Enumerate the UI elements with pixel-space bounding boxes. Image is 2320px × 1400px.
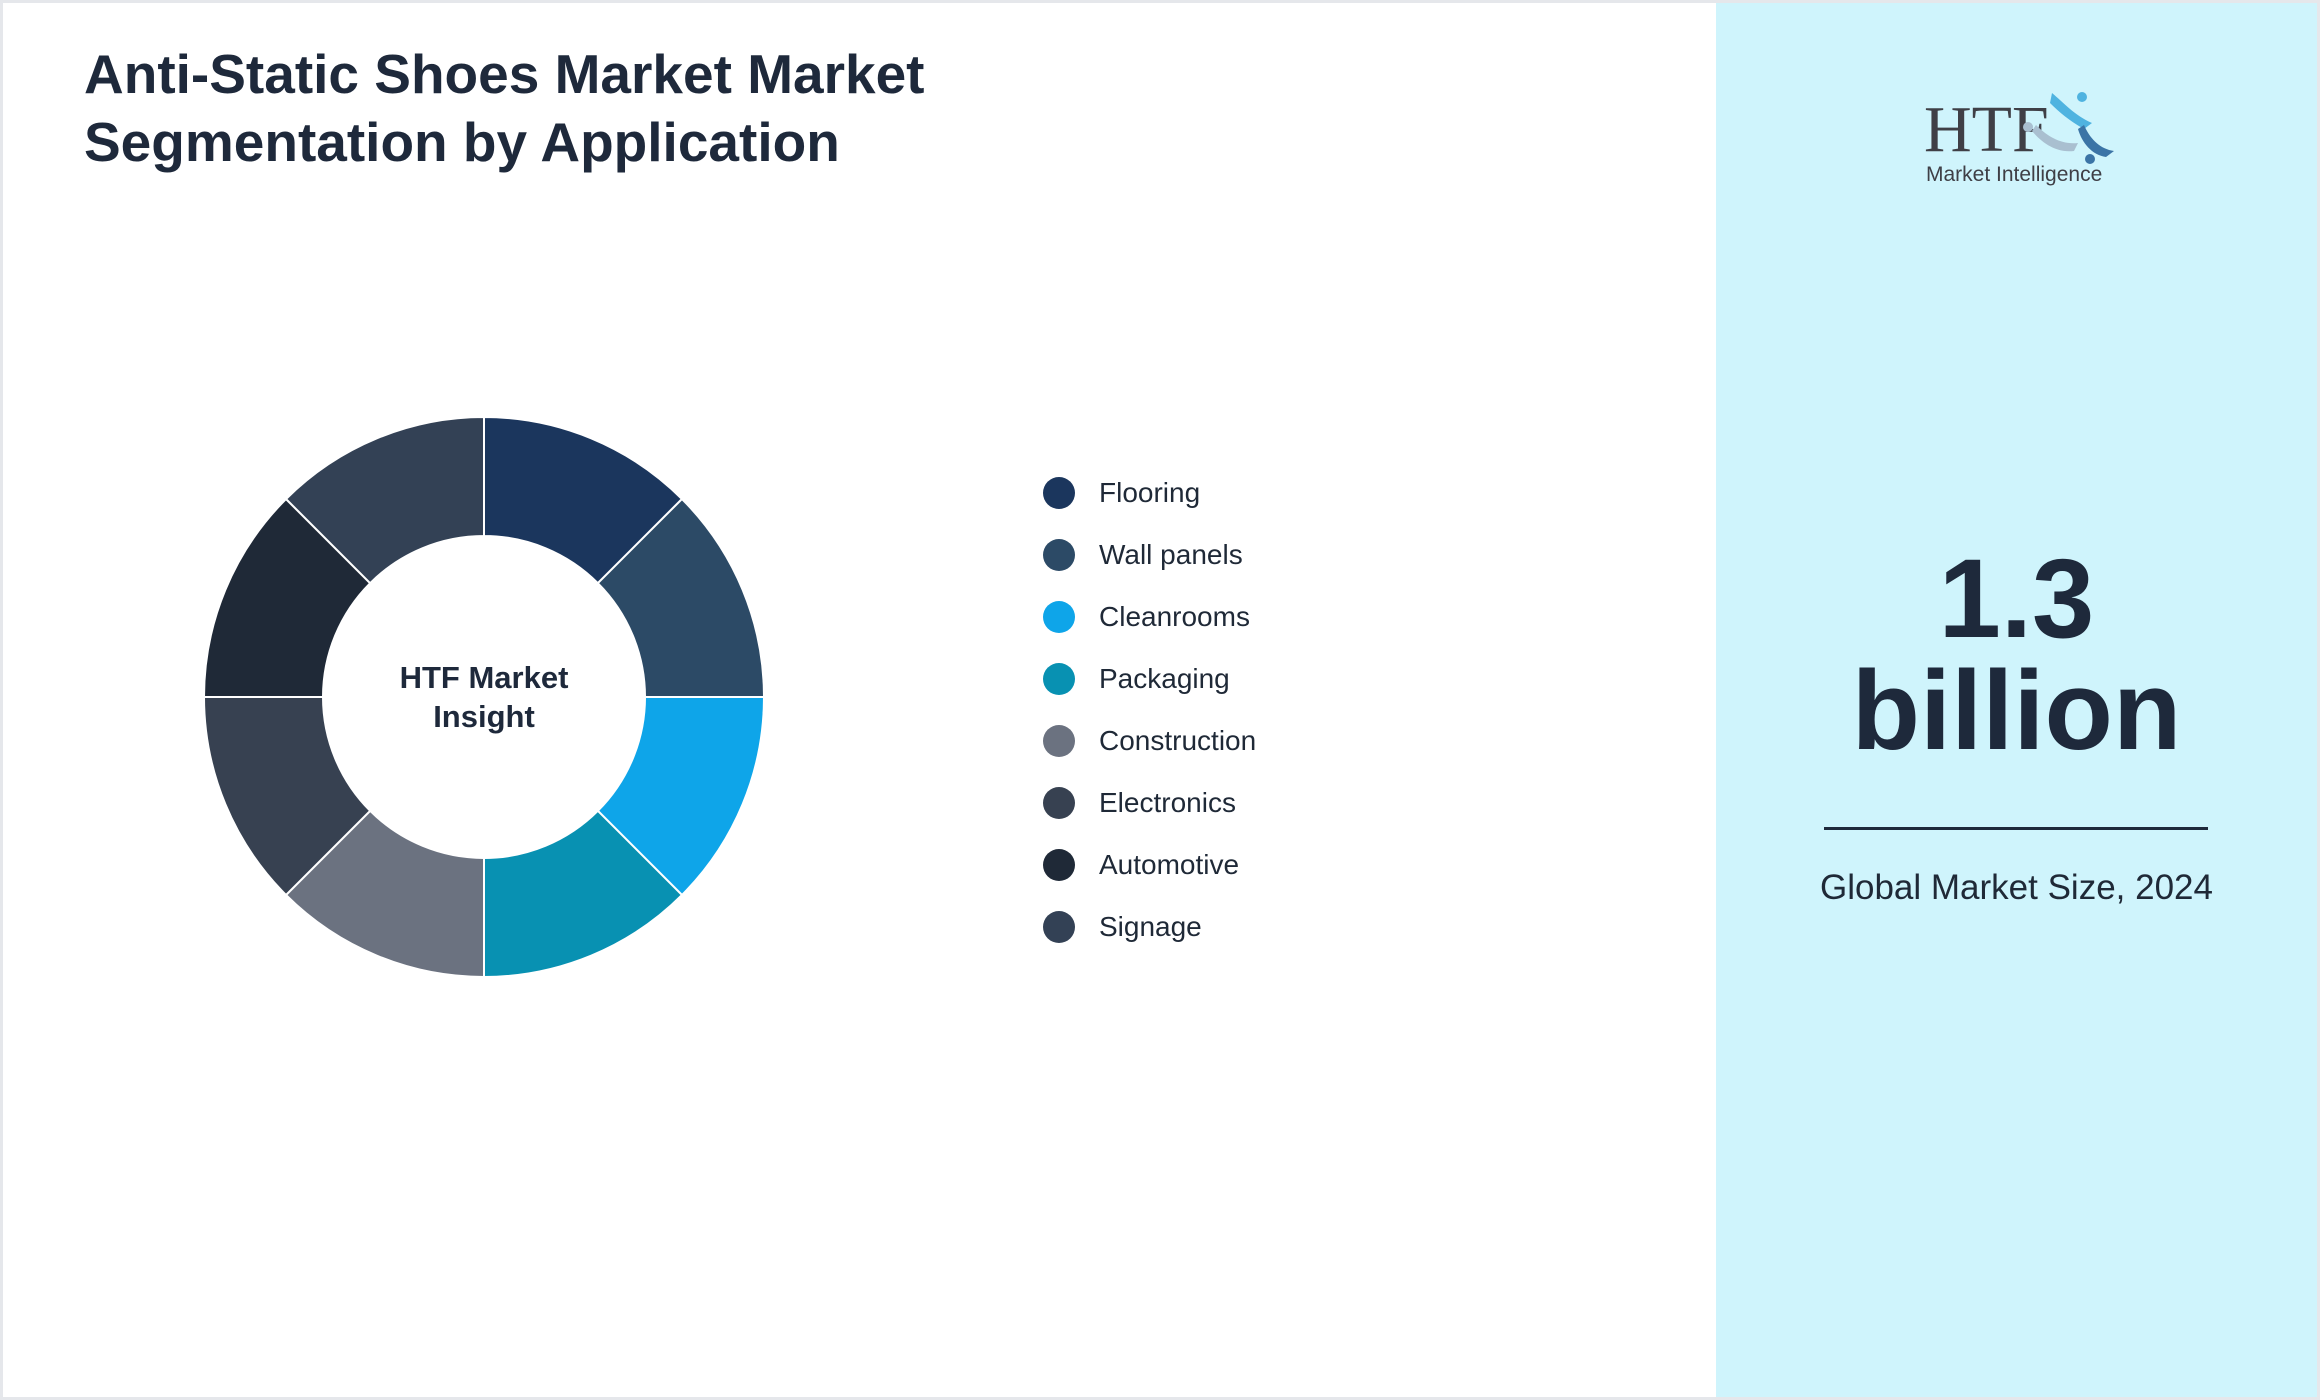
center-label-line1: HTF Market bbox=[400, 660, 569, 695]
legend-label: Construction bbox=[1099, 725, 1257, 756]
legend-label: Cleanrooms bbox=[1099, 601, 1250, 632]
legend-swatch bbox=[1043, 911, 1075, 943]
legend-swatch bbox=[1043, 787, 1075, 819]
summary-panel: HTF Market Intelligence 1.3 billion Glob… bbox=[1716, 3, 2317, 1397]
legend-label: Automotive bbox=[1099, 849, 1240, 880]
legend-item: Wall panels bbox=[1043, 524, 1256, 586]
legend-item: Construction bbox=[1043, 710, 1256, 772]
market-size-unit: billion bbox=[1851, 648, 2182, 773]
legend-label: Packaging bbox=[1099, 663, 1230, 694]
market-size-value: 1.3 billion bbox=[1716, 543, 2317, 767]
legend-item: Flooring bbox=[1043, 462, 1256, 524]
donut-chart: HTF Market Insight bbox=[202, 415, 766, 979]
legend-item: Cleanrooms bbox=[1043, 586, 1256, 648]
legend-swatch bbox=[1043, 849, 1075, 881]
market-size-number: 1.3 bbox=[1938, 536, 2095, 661]
htf-logo: HTF Market Intelligence bbox=[1924, 92, 2114, 186]
legend-swatch bbox=[1043, 663, 1075, 695]
slice-signage bbox=[284, 415, 485, 585]
legend-label: Wall panels bbox=[1099, 539, 1243, 570]
legend-swatch bbox=[1043, 601, 1075, 633]
legend-label: Electronics bbox=[1099, 787, 1236, 818]
legend-label: Signage bbox=[1099, 911, 1202, 942]
legend-swatch bbox=[1043, 477, 1075, 509]
legend-swatch bbox=[1043, 725, 1075, 757]
divider bbox=[1824, 827, 2208, 830]
legend-label: Flooring bbox=[1099, 477, 1201, 508]
legend-item: Signage bbox=[1043, 896, 1256, 958]
legend-swatch bbox=[1043, 539, 1075, 571]
center-label-line2: Insight bbox=[433, 699, 535, 734]
legend-item: Packaging bbox=[1043, 648, 1256, 710]
page-title: Anti-Static Shoes Market Market Segmenta… bbox=[84, 43, 925, 173]
market-size-caption: Global Market Size, 2024 bbox=[1820, 868, 2213, 907]
legend-item: Automotive bbox=[1043, 834, 1256, 896]
legend: Flooring Wall panels Cleanrooms Packaging Co… bbox=[1043, 462, 1256, 958]
logo-subtext: Market Intelligence bbox=[1926, 163, 2102, 186]
legend-item: Electronics bbox=[1043, 772, 1256, 834]
